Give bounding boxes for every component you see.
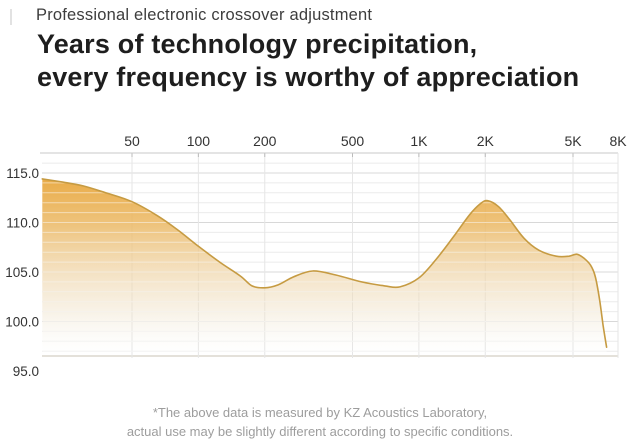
page-title-line2: every frequency is worthy of appreciatio… [37,62,580,92]
x-tick-label: 2K [477,133,495,149]
y-tick-label: 110.0 [6,216,39,231]
y-tick-label: 105.0 [5,265,39,280]
page-title-line1: Years of technology precipitation, [37,29,478,59]
response-curve [41,178,608,348]
y-tick-label: 100.0 [5,315,39,330]
page-title: Years of technology precipitation, every… [37,28,579,94]
x-tick-label: 5K [564,133,582,149]
footnote-line2: actual use may be slightly different acc… [126,424,514,439]
footnote-line1: *The above data is measured by KZ Acoust… [152,405,488,420]
response-area-fill [42,178,607,358]
x-tick-label: 100 [187,133,211,149]
y-tick-label: 115.0 [6,166,39,181]
x-tick-label: 200 [253,133,277,149]
y-tick-label: 95.0 [13,364,39,379]
x-tick-label: 50 [124,133,140,149]
x-tick-label: 500 [341,133,365,149]
eyebrow-accent-bar [10,9,12,25]
footnote: *The above data is measured by KZ Acoust… [0,403,640,441]
eyebrow-text: Professional electronic crossover adjust… [36,6,373,24]
x-tick-label: 1K [410,133,428,149]
x-tick-label: 8K [609,133,627,149]
